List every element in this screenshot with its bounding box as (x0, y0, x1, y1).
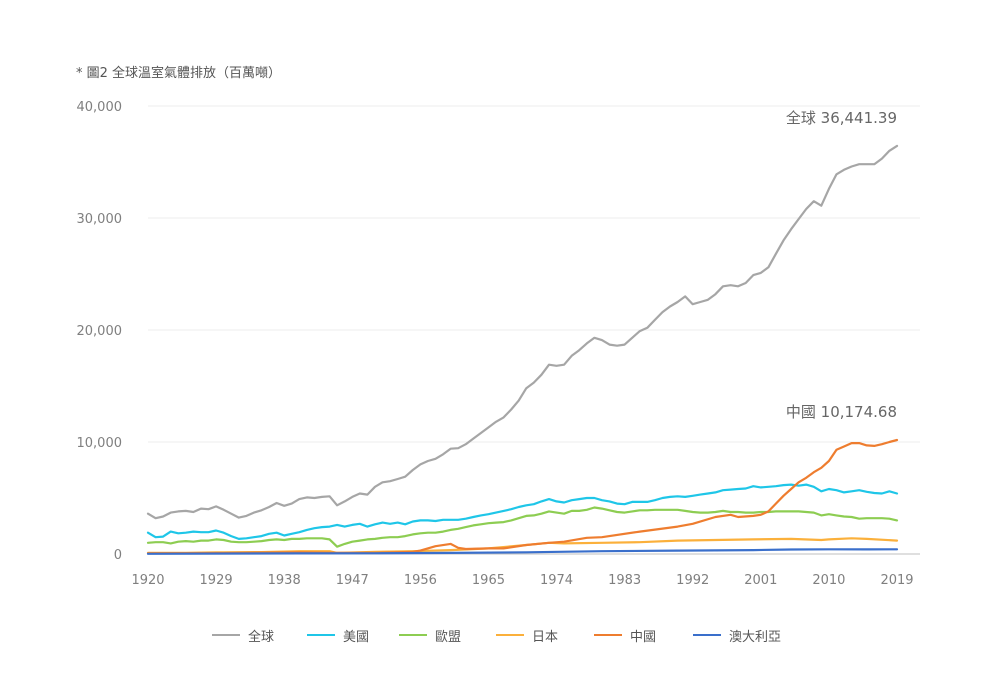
legend-swatch-eu (399, 634, 427, 636)
x-tick-label: 1965 (472, 573, 505, 588)
legend-item-global: 全球 (212, 626, 275, 645)
x-tick-label: 1920 (131, 573, 164, 588)
legend-item-china: 中國 (594, 626, 657, 645)
legend-swatch-china (594, 634, 622, 636)
legend-swatch-japan (496, 634, 524, 636)
legend-swatch-usa (307, 634, 335, 636)
x-axis-ticks: 1920 1929 1938 1947 1956 1965 1974 1983 1992 2001… (131, 573, 913, 588)
grid-lines (148, 105, 920, 555)
series-line-global (146, 144, 899, 520)
legend-item-usa: 美國 (307, 626, 370, 645)
y-tick-label: 0 (114, 548, 122, 563)
annotation-china: 中國 10,174.68 (786, 403, 897, 421)
x-tick-label: 1992 (676, 573, 709, 588)
series-line-eu (146, 506, 899, 548)
legend-label-usa: 美國 (343, 629, 370, 645)
legend-label-china: 中國 (630, 629, 657, 645)
chart-note: * 圖2 全球溫室氣體排放（百萬噸） (76, 66, 282, 81)
x-tick-label: 2010 (812, 573, 845, 588)
annotation-global: 全球 36,441.39 (786, 109, 897, 127)
y-axis-ticks: 0 10,000 20,000 30,000 40,000 (77, 100, 123, 563)
legend-swatch-global (212, 634, 240, 636)
y-tick-label: 30,000 (77, 212, 123, 227)
legend-label-japan: 日本 (532, 629, 559, 645)
y-tick-label: 40,000 (77, 100, 123, 115)
series-line-usa (146, 483, 899, 540)
legend-item-australia: 澳大利亞 (693, 626, 782, 645)
y-tick-label: 20,000 (77, 324, 123, 339)
series-line-china (146, 438, 899, 555)
x-tick-label: 2019 (880, 573, 913, 588)
legend: 全球 美國 歐盟 日本 中國 澳大利亞 (0, 620, 1000, 650)
x-tick-label: 1938 (268, 573, 301, 588)
legend-swatch-australia (693, 634, 721, 636)
legend-label-global: 全球 (248, 629, 275, 645)
legend-label-australia: 澳大利亞 (729, 629, 782, 645)
series-annotations: 全球 36,441.39 中國 10,174.68 (786, 109, 897, 421)
x-tick-label: 1929 (200, 573, 233, 588)
legend-item-japan: 日本 (496, 626, 559, 645)
legend-item-eu: 歐盟 (399, 626, 462, 645)
y-tick-label: 10,000 (77, 436, 123, 451)
x-tick-label: 1983 (608, 573, 641, 588)
legend-label-eu: 歐盟 (435, 629, 462, 645)
series-lines (146, 144, 899, 555)
series-line-australia (146, 548, 899, 555)
x-tick-label: 1956 (404, 573, 437, 588)
x-tick-label: 2001 (744, 573, 777, 588)
x-tick-label: 1974 (540, 573, 573, 588)
x-tick-label: 1947 (336, 573, 369, 588)
